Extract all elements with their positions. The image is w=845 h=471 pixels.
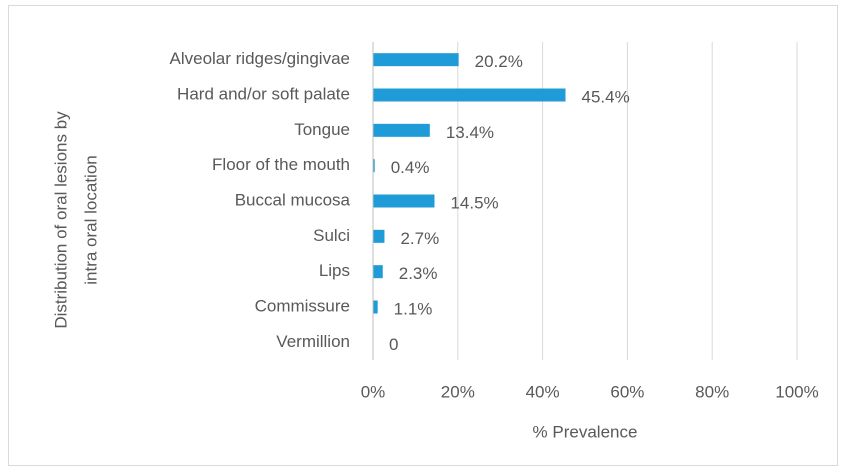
bar xyxy=(373,123,430,137)
data-label: 2.3% xyxy=(399,264,438,283)
y-tick-label: Lips xyxy=(319,261,350,280)
x-tick-label: 40% xyxy=(526,382,560,401)
y-tick-label: Buccal mucosa xyxy=(235,190,351,209)
data-label: 1.1% xyxy=(394,299,433,318)
y-axis-title-line: intra oral location xyxy=(81,155,100,284)
bar xyxy=(373,229,385,243)
data-label: 2.7% xyxy=(400,229,439,248)
y-tick-label: Tongue xyxy=(294,120,350,139)
bar xyxy=(373,265,383,279)
x-tick-label: 20% xyxy=(441,382,475,401)
bar xyxy=(373,159,375,173)
data-label: 0.4% xyxy=(391,158,430,177)
y-axis-title: Distribution of oral lesions by intra or… xyxy=(51,111,100,329)
bar xyxy=(373,53,459,67)
y-tick-label: Commissure xyxy=(255,296,350,315)
y-tick-label: Floor of the mouth xyxy=(212,155,350,174)
x-tick-label: 60% xyxy=(610,382,644,401)
y-axis-title-line: Distribution of oral lesions by xyxy=(51,111,70,329)
y-tick-label: Vermillion xyxy=(276,332,350,351)
chart-border xyxy=(8,5,838,466)
x-axis-title: % Prevalence xyxy=(533,422,638,441)
y-tick-label: Sulci xyxy=(313,226,350,245)
bar xyxy=(373,194,435,208)
data-label: 20.2% xyxy=(475,52,523,71)
bar xyxy=(373,300,378,314)
data-label: 0 xyxy=(389,335,398,354)
bar xyxy=(373,88,566,102)
y-tick-label: Hard and/or soft palate xyxy=(177,84,350,103)
x-tick-label: 0% xyxy=(361,382,386,401)
x-tick-label: 100% xyxy=(775,382,818,401)
data-label: 14.5% xyxy=(450,193,498,212)
data-label: 13.4% xyxy=(446,123,494,142)
y-tick-label: Alveolar ridges/gingivae xyxy=(170,49,351,68)
data-label: 45.4% xyxy=(581,87,629,106)
x-tick-label: 80% xyxy=(695,382,729,401)
